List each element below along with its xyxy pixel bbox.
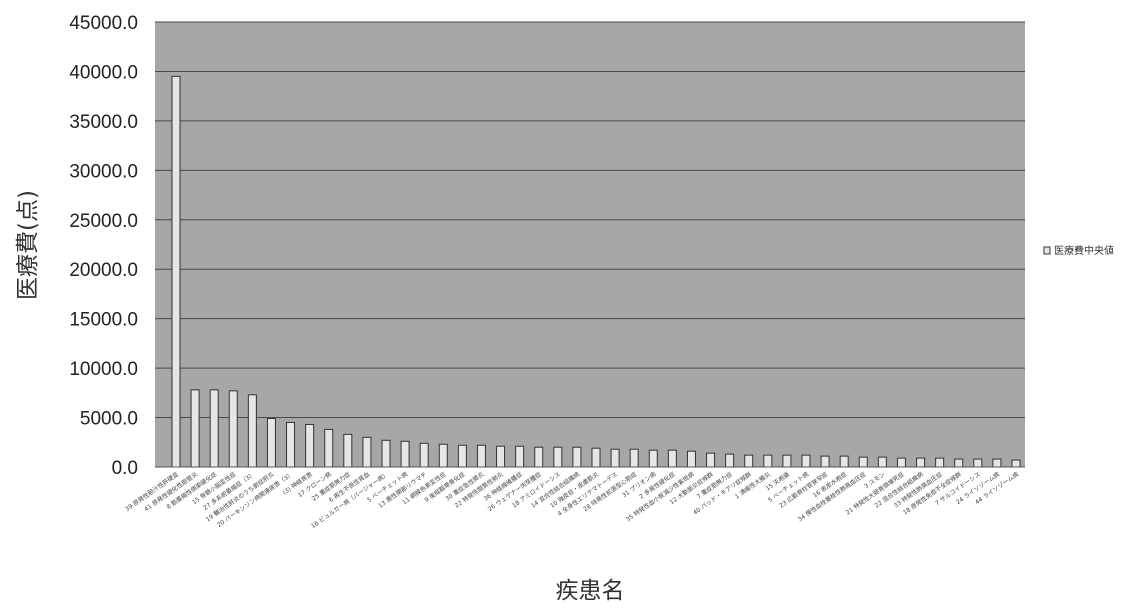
legend: 医療費中央値 — [1043, 244, 1114, 257]
bar — [534, 446, 544, 468]
bar — [591, 447, 601, 468]
bar — [247, 394, 257, 468]
y-tick-label: 25000.0 — [69, 211, 138, 232]
bar — [419, 442, 429, 468]
bar — [820, 455, 830, 468]
bar — [648, 449, 658, 468]
bar — [973, 458, 983, 468]
plot-area — [155, 22, 1025, 467]
y-tick-label: 30000.0 — [69, 161, 138, 182]
y-tick-label: 20000.0 — [69, 260, 138, 281]
bar — [400, 440, 410, 468]
bar — [935, 457, 945, 468]
y-tick-label: 35000.0 — [69, 112, 138, 133]
bar — [877, 456, 887, 468]
gridlines — [155, 21, 1025, 468]
y-tick-label: 15000.0 — [69, 310, 138, 331]
y-axis-title: 医療費(点) — [15, 190, 41, 300]
bar — [686, 450, 696, 468]
bar — [706, 452, 716, 468]
y-tick-label: 10000.0 — [69, 359, 138, 380]
bar — [782, 454, 792, 468]
y-tick-label: 0.0 — [112, 458, 138, 479]
legend-label: 医療費中央値 — [1054, 244, 1114, 257]
bar — [992, 458, 1002, 468]
bar — [572, 446, 582, 468]
bar — [725, 453, 735, 468]
y-tick-label: 40000.0 — [69, 62, 138, 83]
bar — [228, 390, 238, 468]
y-tick-label: 45000.0 — [69, 13, 138, 34]
bar — [916, 457, 926, 468]
bar — [839, 455, 849, 468]
bar — [515, 445, 525, 468]
bar — [896, 457, 906, 468]
bar — [763, 454, 773, 468]
bar — [1011, 459, 1021, 468]
bar — [305, 423, 315, 468]
bar — [744, 454, 754, 468]
bar — [286, 422, 296, 468]
bar — [343, 433, 353, 468]
bar — [954, 458, 964, 468]
bar — [324, 428, 334, 468]
bar — [801, 454, 811, 468]
bar — [362, 436, 372, 468]
bar — [629, 448, 639, 468]
bar — [553, 446, 563, 468]
bar — [171, 75, 181, 468]
bars — [171, 75, 1021, 468]
bar — [858, 456, 868, 468]
legend-swatch — [1043, 246, 1051, 255]
bar — [190, 389, 200, 468]
bar — [266, 418, 276, 468]
bar — [457, 444, 467, 468]
bar — [476, 444, 486, 468]
y-axis-tick-labels: 0.0 5000.0 10000.0 15000.0 20000.0 25000.0 300… — [69, 13, 138, 479]
bar — [438, 443, 448, 468]
y-tick-label: 5000.0 — [80, 409, 138, 430]
x-axis-title: 疾患名 — [556, 578, 625, 604]
bar — [610, 448, 620, 468]
bar — [667, 449, 677, 468]
bar — [209, 389, 219, 468]
bar — [496, 445, 506, 468]
bar — [381, 439, 391, 468]
